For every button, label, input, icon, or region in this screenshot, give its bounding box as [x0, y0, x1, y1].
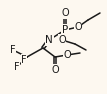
- Text: O: O: [51, 65, 59, 75]
- Text: F: F: [10, 45, 16, 55]
- Text: P: P: [62, 25, 68, 35]
- Text: N: N: [45, 35, 53, 45]
- Text: O: O: [61, 8, 69, 18]
- Text: F: F: [14, 62, 20, 72]
- Text: F: F: [21, 55, 27, 65]
- Text: O: O: [58, 35, 66, 45]
- Text: O: O: [63, 50, 71, 60]
- Text: O: O: [74, 22, 82, 32]
